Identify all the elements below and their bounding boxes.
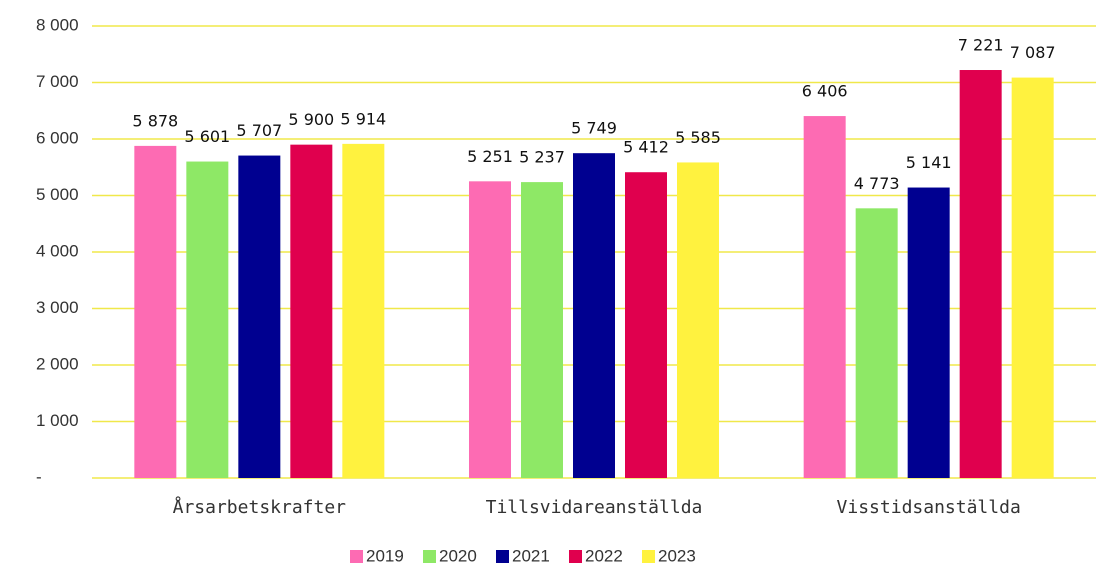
value-label: 5 412 bbox=[623, 138, 669, 157]
value-label: 7 221 bbox=[958, 36, 1004, 55]
bar bbox=[1011, 77, 1054, 478]
bar bbox=[677, 162, 719, 478]
bar bbox=[342, 143, 385, 478]
legend-swatch bbox=[496, 550, 509, 563]
x-tick-label: Årsarbetskrafter bbox=[173, 496, 347, 518]
value-label: 7 087 bbox=[1010, 43, 1056, 62]
value-label: 5 900 bbox=[288, 110, 334, 129]
y-tick-label: 8 000 bbox=[36, 15, 79, 34]
legend-label: 2020 bbox=[439, 546, 477, 565]
legend-label: 2022 bbox=[585, 546, 623, 565]
bar bbox=[907, 187, 950, 478]
legend-swatch bbox=[642, 550, 655, 563]
bar bbox=[573, 153, 615, 478]
legend-swatch bbox=[423, 550, 436, 563]
value-label: 5 601 bbox=[184, 127, 230, 146]
bar bbox=[134, 145, 177, 478]
legend-swatch bbox=[569, 550, 582, 563]
y-tick-label: - bbox=[36, 467, 42, 486]
y-tick-label: 3 000 bbox=[36, 298, 79, 317]
value-label: 5 237 bbox=[519, 148, 565, 167]
legend-swatch bbox=[350, 550, 363, 563]
bar bbox=[238, 155, 281, 478]
value-label: 5 141 bbox=[906, 153, 952, 172]
y-tick-label: 5 000 bbox=[36, 185, 79, 204]
value-label: 5 878 bbox=[132, 111, 178, 130]
bar bbox=[521, 182, 563, 478]
y-tick-label: 2 000 bbox=[36, 354, 79, 373]
value-label: 5 749 bbox=[571, 119, 617, 138]
y-tick-label: 6 000 bbox=[36, 128, 79, 147]
legend-label: 2021 bbox=[512, 546, 550, 565]
y-tick-label: 4 000 bbox=[36, 241, 79, 260]
value-label: 5 914 bbox=[340, 109, 386, 128]
x-tick-label: Tillsvidareanställda bbox=[486, 497, 703, 518]
x-tick-label: Visstidsanställda bbox=[837, 497, 1021, 518]
bar bbox=[290, 144, 333, 478]
bar bbox=[469, 181, 511, 479]
value-label: 5 585 bbox=[675, 128, 721, 147]
y-tick-label: 7 000 bbox=[36, 72, 79, 91]
legend-label: 2019 bbox=[366, 546, 404, 565]
y-tick-label: 1 000 bbox=[36, 411, 79, 430]
bar bbox=[855, 208, 898, 478]
bar bbox=[959, 70, 1002, 479]
bar bbox=[625, 172, 667, 479]
value-label: 5 707 bbox=[236, 121, 282, 140]
value-label: 6 406 bbox=[802, 82, 848, 101]
bar bbox=[186, 161, 229, 478]
legend-label: 2023 bbox=[658, 546, 696, 565]
bar bbox=[803, 116, 846, 478]
value-label: 5 251 bbox=[467, 147, 513, 166]
value-label: 4 773 bbox=[854, 174, 900, 193]
